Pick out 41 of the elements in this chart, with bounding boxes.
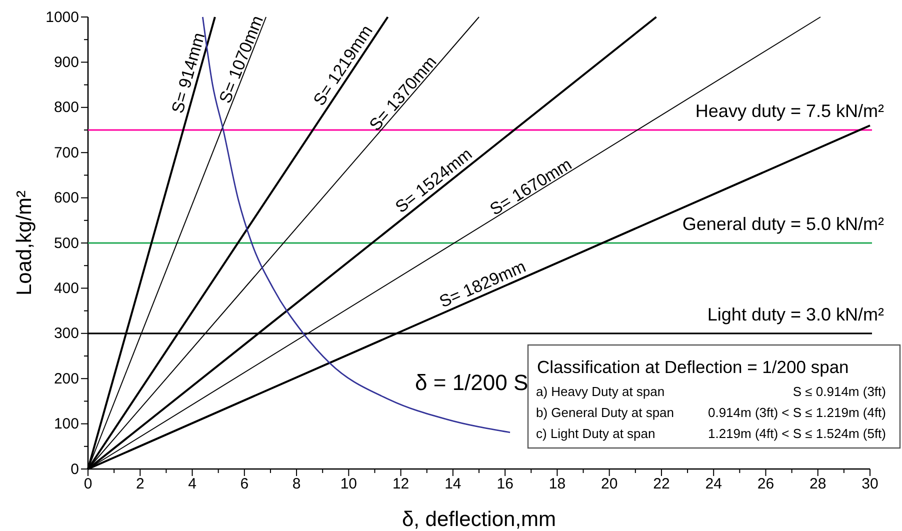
x-tick-label: 2 (136, 476, 144, 493)
x-tick-label: 18 (548, 476, 566, 493)
y-axis-title: Load,kg/m² (13, 190, 36, 296)
annotation: 0.914m (3ft) < S ≤ 1.219m (4ft) (708, 405, 886, 420)
x-tick-label: 16 (496, 476, 514, 493)
text: S= 914mm (168, 30, 209, 116)
x-tick-label: 12 (392, 476, 410, 493)
annotation: General duty = 5.0 kN/m² (682, 214, 884, 234)
y-tick-label: 200 (54, 370, 79, 388)
x-tick-label: 28 (810, 476, 826, 493)
annotation: c) Light Duty at span (536, 426, 656, 441)
y-tick-label: 600 (54, 190, 79, 207)
y-tick-label: 400 (54, 280, 79, 297)
x-tick-label: 14 (444, 476, 462, 493)
y-tick-label: 300 (54, 325, 79, 342)
x-tick-label: 4 (188, 476, 196, 493)
y-tick-label: 800 (54, 99, 79, 116)
annotation: a) Heavy Duty at span (536, 384, 665, 399)
x-tick-label: 22 (653, 476, 670, 493)
annotation: S ≤ 0.914m (3ft) (792, 384, 886, 399)
y-tick-label: 700 (54, 144, 79, 162)
x-tick-label: 0 (84, 476, 92, 493)
annotation: Light duty = 3.0 kN/m² (707, 304, 884, 324)
annotation: Classification at Deflection = 1/200 span (537, 357, 849, 377)
x-tick-label: 20 (600, 476, 618, 493)
annotation: 1.219m (4ft) < S ≤ 1.524m (5ft) (708, 426, 886, 441)
annotation: δ = 1/200 S (415, 370, 528, 395)
x-axis-title: δ, deflection,mm (402, 508, 556, 531)
annotation: b) General Duty at span (536, 405, 674, 420)
annotation: Heavy duty = 7.5 kN/m² (695, 101, 884, 121)
x-tick-label: 24 (705, 476, 722, 493)
y-tick-label: 0 (70, 460, 79, 478)
x-tick-label: 10 (340, 476, 358, 493)
x-tick-label: 30 (862, 476, 878, 493)
x-tick-label: 8 (292, 476, 301, 493)
x-tick-label: 6 (240, 476, 249, 493)
y-tick-label: 1000 (46, 8, 79, 26)
x-tick-label: 26 (757, 476, 774, 493)
y-tick-label: 900 (54, 54, 79, 71)
y-tick-label: 500 (54, 234, 79, 252)
y-tick-label: 100 (54, 416, 79, 433)
